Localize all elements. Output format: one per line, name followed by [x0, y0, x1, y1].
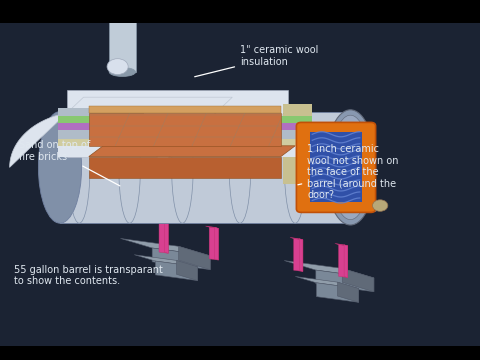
Polygon shape — [342, 269, 374, 292]
Ellipse shape — [331, 115, 370, 220]
Text: 55 gallon barrel is transparant
to show the contents.: 55 gallon barrel is transparant to show … — [14, 265, 163, 286]
Polygon shape — [0, 346, 480, 360]
Polygon shape — [283, 104, 312, 184]
Polygon shape — [159, 220, 168, 253]
Polygon shape — [299, 239, 303, 271]
Circle shape — [107, 59, 128, 75]
Polygon shape — [58, 116, 144, 123]
Polygon shape — [58, 130, 144, 139]
Polygon shape — [338, 244, 348, 278]
Polygon shape — [58, 123, 144, 130]
Polygon shape — [269, 139, 312, 146]
Polygon shape — [58, 108, 144, 116]
Polygon shape — [341, 202, 374, 210]
Polygon shape — [316, 283, 359, 302]
Polygon shape — [134, 255, 198, 267]
Polygon shape — [269, 123, 312, 130]
Polygon shape — [60, 112, 353, 223]
Polygon shape — [89, 106, 281, 113]
Polygon shape — [269, 146, 312, 157]
Polygon shape — [109, 14, 136, 72]
Polygon shape — [89, 113, 281, 146]
Polygon shape — [67, 90, 288, 157]
Polygon shape — [337, 282, 359, 302]
Polygon shape — [156, 219, 168, 222]
Polygon shape — [290, 238, 303, 240]
Polygon shape — [179, 246, 210, 270]
Polygon shape — [156, 261, 198, 280]
Polygon shape — [120, 238, 210, 256]
Polygon shape — [10, 97, 232, 167]
Polygon shape — [152, 248, 210, 270]
Polygon shape — [209, 227, 218, 260]
Polygon shape — [205, 226, 218, 228]
Polygon shape — [177, 260, 198, 280]
Text: 1" ceramic wool
insulation: 1" ceramic wool insulation — [195, 45, 318, 77]
Text: 1 inch ceramic
wool not shown on
the face of the
barrel (around the
door?: 1 inch ceramic wool not shown on the fac… — [298, 144, 399, 201]
Text: Sand on top of
fire bricks: Sand on top of fire bricks — [19, 140, 120, 186]
Polygon shape — [89, 157, 281, 178]
Polygon shape — [58, 146, 144, 157]
Circle shape — [372, 200, 388, 211]
Polygon shape — [58, 139, 144, 146]
Polygon shape — [89, 146, 295, 157]
Ellipse shape — [109, 10, 135, 19]
Polygon shape — [295, 276, 359, 288]
FancyBboxPatch shape — [296, 122, 375, 212]
Ellipse shape — [38, 112, 82, 223]
FancyBboxPatch shape — [310, 132, 362, 202]
Polygon shape — [316, 270, 374, 292]
Polygon shape — [165, 221, 168, 253]
Ellipse shape — [369, 200, 380, 211]
Polygon shape — [269, 116, 312, 123]
Polygon shape — [0, 0, 480, 23]
Polygon shape — [344, 245, 348, 278]
Ellipse shape — [109, 68, 135, 77]
Polygon shape — [269, 130, 312, 139]
Polygon shape — [284, 261, 374, 278]
Ellipse shape — [325, 110, 375, 225]
Polygon shape — [335, 243, 348, 246]
Polygon shape — [294, 239, 303, 271]
Polygon shape — [215, 227, 218, 260]
